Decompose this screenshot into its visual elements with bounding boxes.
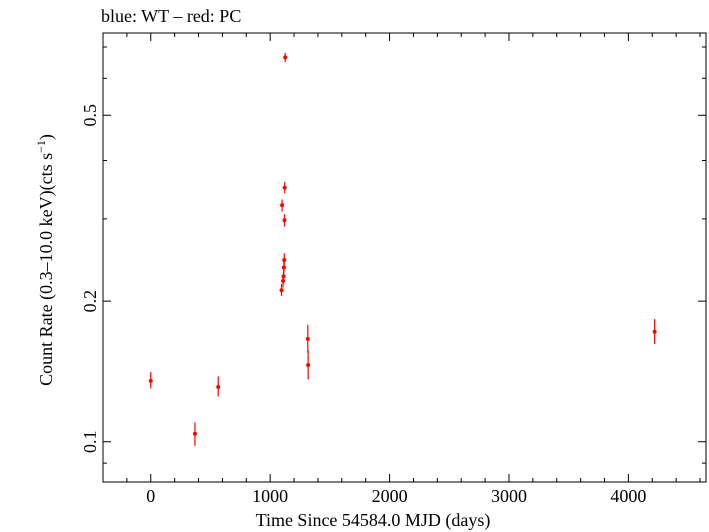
data-point <box>216 376 221 397</box>
x-tick-label: 4000 <box>610 486 646 506</box>
point-marker <box>283 55 288 60</box>
data-point <box>192 422 197 446</box>
plot-frame <box>102 32 707 483</box>
y-axis-label: Count Rate (0.3–10.0 keV)(cts s−1) <box>34 134 57 386</box>
y-tick-label: 0.1 <box>80 430 100 453</box>
y-axis-ticks: 0.1 0.2 0.5 <box>80 46 706 464</box>
y-tick-label: 0.5 <box>80 104 100 127</box>
data-point <box>148 372 153 389</box>
x-tick-label: 0 <box>146 486 155 506</box>
data-point <box>282 214 287 227</box>
x-tick-label: 3000 <box>491 486 527 506</box>
point-marker <box>282 218 287 223</box>
data-point <box>652 319 657 344</box>
point-marker <box>652 329 657 334</box>
data-point <box>283 52 288 63</box>
point-marker <box>281 274 286 279</box>
x-axis-label: Time Since 54584.0 MJD (days) <box>256 510 491 531</box>
y-axis-label-end: ) <box>36 134 57 140</box>
y-tick-label: 0.2 <box>80 290 100 313</box>
x-axis-ticks: 0 1000 2000 3000 4000 <box>102 33 701 506</box>
point-marker <box>282 257 287 262</box>
data-point <box>279 283 284 297</box>
point-marker <box>305 336 310 341</box>
data-point <box>282 181 287 194</box>
point-marker <box>306 362 311 367</box>
data-point <box>305 324 310 353</box>
point-marker <box>148 378 153 383</box>
data-point <box>306 350 311 380</box>
point-marker <box>279 288 284 293</box>
point-marker <box>281 265 286 270</box>
data-points <box>148 52 657 446</box>
point-marker <box>192 431 197 436</box>
y-axis-label-superscript: −1 <box>34 140 48 153</box>
point-marker <box>282 185 287 190</box>
data-point <box>282 253 287 267</box>
x-tick-label: 2000 <box>372 486 408 506</box>
point-marker <box>216 384 221 389</box>
chart-title: blue: WT – red: PC <box>101 6 241 26</box>
y-axis-label-main: Count Rate (0.3–10.0 keV)(cts s <box>36 153 57 386</box>
point-marker <box>280 203 285 208</box>
data-point <box>280 199 285 212</box>
x-tick-label: 1000 <box>252 486 288 506</box>
